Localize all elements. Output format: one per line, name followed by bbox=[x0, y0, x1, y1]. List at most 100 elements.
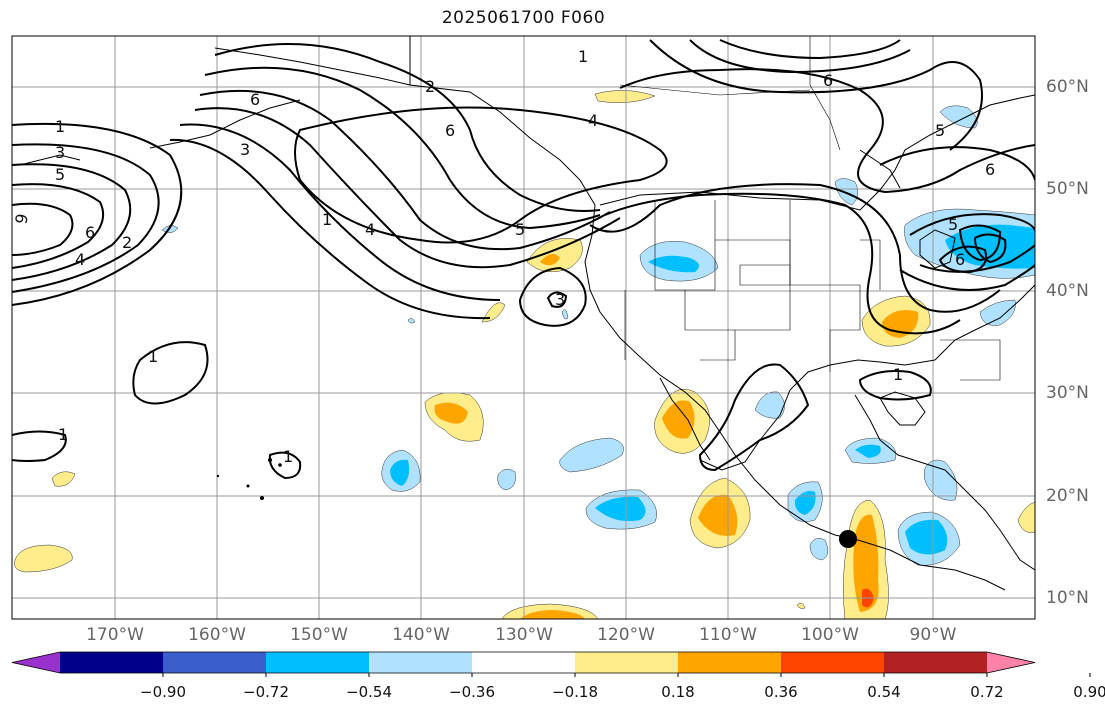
contour-label: 5 bbox=[55, 165, 65, 184]
colorbar-tick-label: 0.18 bbox=[661, 683, 695, 701]
contour-label: 1 bbox=[148, 347, 158, 366]
lat-label-40n: 40°N bbox=[1046, 281, 1089, 301]
lon-label-100w: 100°W bbox=[801, 625, 859, 645]
colorbar-tick-label: −0.90 bbox=[140, 683, 186, 701]
shade-positive-light bbox=[796, 602, 806, 609]
colorbar-bin bbox=[60, 652, 164, 673]
colorbar-bin bbox=[884, 652, 988, 673]
shade-positive-light bbox=[481, 302, 506, 323]
shade-negative-light bbox=[939, 105, 978, 129]
shade-positive-mid bbox=[662, 400, 695, 439]
shade-negative-light bbox=[561, 309, 569, 320]
lon-label-120w: 120°W bbox=[597, 625, 655, 645]
colorbar-tick-label: 0.90 bbox=[1073, 683, 1105, 701]
colorbar-bin bbox=[781, 652, 885, 673]
shade-positive-mid bbox=[540, 253, 560, 266]
colorbar-tick-label: −0.54 bbox=[346, 683, 392, 701]
graticule bbox=[12, 36, 1035, 619]
shade-negative-mid bbox=[794, 491, 816, 515]
contour-label: 3 bbox=[555, 290, 565, 309]
contour-label: 1 bbox=[893, 365, 903, 384]
shade-positive-light bbox=[594, 90, 656, 103]
colorbar-bin bbox=[472, 652, 576, 673]
colorbar-extend-high bbox=[987, 652, 1035, 673]
lat-label-10n: 10°N bbox=[1046, 588, 1089, 608]
lon-label-110w: 110°W bbox=[699, 625, 757, 645]
colorbar-tick-label: −0.18 bbox=[552, 683, 598, 701]
lat-label-60n: 60°N bbox=[1046, 77, 1089, 97]
contour-label: 1 bbox=[58, 425, 68, 444]
colorbar-outline bbox=[11, 651, 1036, 674]
colorbar-tick-label: 0.54 bbox=[867, 683, 901, 701]
shade-negative-light bbox=[497, 468, 516, 491]
colorbar-bin bbox=[678, 652, 782, 673]
colorbar-bin bbox=[266, 652, 370, 673]
lat-label-50n: 50°N bbox=[1046, 179, 1089, 199]
contour-label: 6 bbox=[985, 160, 995, 179]
contour-label: 1 bbox=[283, 447, 293, 466]
shade-negative-light bbox=[834, 178, 859, 206]
shade-positive-mid bbox=[520, 610, 585, 619]
shade-negative-light bbox=[559, 437, 624, 473]
contour-label: 2 bbox=[425, 77, 435, 96]
contour-label: 1 bbox=[55, 117, 65, 136]
shade-negative-mid bbox=[905, 519, 948, 555]
contour-label: 4 bbox=[75, 250, 85, 269]
contour-label: 1 bbox=[322, 210, 332, 229]
colorbar-extend-low bbox=[12, 652, 60, 673]
shade-positive-light bbox=[14, 544, 73, 573]
storm-marker bbox=[839, 530, 857, 548]
contour-label: 6 bbox=[250, 90, 260, 109]
colorbar bbox=[11, 651, 1036, 674]
shade-negative-light bbox=[407, 318, 416, 324]
contour-label: 5 bbox=[935, 121, 945, 140]
contour-labels: 1 3 5 9 6 4 2 2 3 6 1 4 5 6 4 1 6 5 6 5 … bbox=[11, 47, 995, 466]
colorbar-bin bbox=[369, 652, 473, 673]
lat-label-20n: 20°N bbox=[1046, 486, 1089, 506]
colorbar-tick-label: −0.36 bbox=[449, 683, 495, 701]
contour-label: 3 bbox=[55, 143, 65, 162]
colorbar-tick-marks bbox=[162, 673, 1091, 677]
shade-negative-mid bbox=[390, 459, 410, 486]
shade-positive-mid bbox=[434, 402, 468, 424]
coastlines bbox=[19, 36, 1035, 591]
shade-negative-light bbox=[979, 299, 1016, 326]
colorbar-tick-label: 0.72 bbox=[970, 683, 1004, 701]
lon-label-140w: 140°W bbox=[392, 625, 450, 645]
lon-label-150w: 150°W bbox=[290, 625, 348, 645]
shading-layer bbox=[14, 90, 1035, 619]
map-frame bbox=[11, 35, 1036, 620]
contour-label: 5 bbox=[948, 215, 958, 234]
contour-label: 2 bbox=[122, 233, 132, 252]
shade-positive-light bbox=[51, 471, 76, 487]
shade-negative-light bbox=[809, 538, 829, 561]
contour-lines bbox=[12, 39, 1035, 480]
lon-label-170w: 170°W bbox=[86, 625, 144, 645]
shade-positive-mid bbox=[853, 514, 879, 612]
colorbar-tick-label: −0.72 bbox=[243, 683, 289, 701]
contour-label: 6 bbox=[445, 121, 455, 140]
colorbar-bin bbox=[575, 652, 679, 673]
lon-label-160w: 160°W bbox=[188, 625, 246, 645]
contour-label: 6 bbox=[85, 223, 95, 242]
contour-label: 6 bbox=[823, 71, 833, 90]
map-title: 2025061700 F060 bbox=[441, 8, 606, 28]
shade-negative-light bbox=[923, 459, 958, 501]
colorbar-bin bbox=[163, 652, 267, 673]
lat-label-30n: 30°N bbox=[1046, 383, 1089, 403]
contour-label: 6 bbox=[955, 250, 965, 269]
contour-label: 9 bbox=[11, 212, 31, 225]
shade-negative-mid bbox=[595, 496, 646, 522]
lon-label-130w: 130°W bbox=[495, 625, 553, 645]
colorbar-tick-label: 0.36 bbox=[764, 683, 798, 701]
contour-label: 3 bbox=[240, 140, 250, 159]
contour-label: 4 bbox=[588, 111, 598, 130]
contour-label: 4 bbox=[365, 220, 375, 239]
lon-label-90w: 90°W bbox=[909, 625, 957, 645]
shade-negative-mid bbox=[648, 255, 699, 273]
contour-label: 1 bbox=[578, 47, 588, 66]
shade-negative-mid bbox=[855, 444, 881, 458]
contour-label: 5 bbox=[515, 220, 525, 239]
shade-negative-mid bbox=[945, 224, 1035, 269]
